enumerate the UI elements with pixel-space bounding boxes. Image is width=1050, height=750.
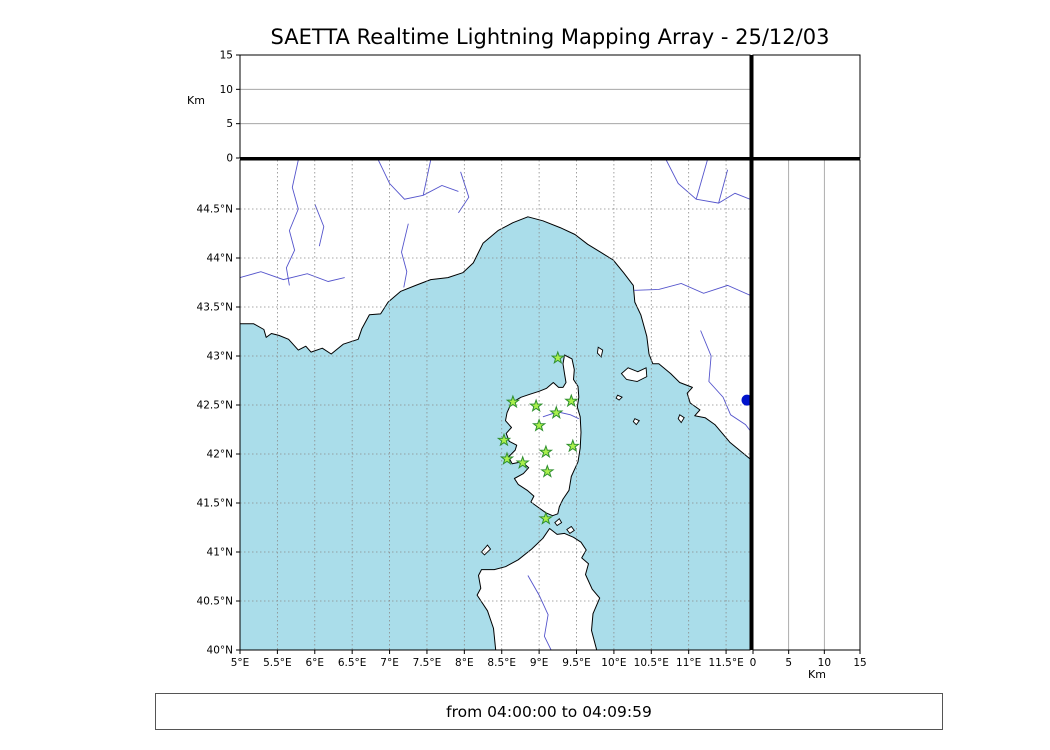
station-marker xyxy=(538,511,554,525)
coastline-corsica xyxy=(505,354,582,517)
lat-tick-label: 40.5°N xyxy=(197,596,233,608)
altitude-tick-label: 15 xyxy=(853,657,866,669)
island xyxy=(677,414,685,424)
river xyxy=(542,411,579,420)
lat-tick-label: 43.5°N xyxy=(197,302,233,314)
station-marker xyxy=(531,418,547,432)
km-axis-label-right: Km xyxy=(808,668,826,681)
river xyxy=(314,203,325,247)
river xyxy=(695,160,708,200)
lat-tick-label: 42°N xyxy=(207,449,233,461)
lon-tick-label: 6.5°E xyxy=(338,657,367,669)
lon-tick-label: 8.5°E xyxy=(487,657,516,669)
altitude-tick-label: 5 xyxy=(226,118,233,130)
island xyxy=(632,418,641,426)
map-panel xyxy=(240,160,750,650)
altitude-tick-label: 0 xyxy=(226,153,233,165)
lon-tick-label: 5.5°E xyxy=(263,657,292,669)
river xyxy=(285,160,299,286)
station-marker xyxy=(515,455,530,469)
river xyxy=(377,160,459,200)
river xyxy=(422,160,432,196)
map-gridlines xyxy=(240,160,750,650)
station-marker xyxy=(496,432,512,447)
time-range-box: from 04:00:00 to 04:09:59 xyxy=(155,693,943,730)
river xyxy=(634,283,750,296)
station-marker xyxy=(499,451,515,466)
altitude-tick-label: 10 xyxy=(220,84,233,96)
axis-labels: 5°E 5.5°E 6°E 6.5°E 7°E 7.5°E 8°E 8.5°E 9°E 9.5°E… xyxy=(187,50,867,682)
corner-panel xyxy=(752,54,861,159)
lon-tick-label: 10.5°E xyxy=(634,657,669,669)
station-marker xyxy=(549,405,564,419)
altitude-tick-label: 15 xyxy=(220,50,233,62)
station-marker xyxy=(505,394,521,409)
altitude-tick-label: 0 xyxy=(750,657,757,669)
stations-group xyxy=(496,350,580,525)
island xyxy=(615,394,623,401)
station-marker xyxy=(550,350,565,365)
river xyxy=(527,575,552,650)
right-altitude-panel xyxy=(752,159,861,651)
island xyxy=(596,346,604,358)
lon-tick-label: 10°E xyxy=(601,657,626,669)
river xyxy=(700,330,750,431)
island xyxy=(566,525,575,535)
lat-tick-label: 44°N xyxy=(207,253,233,265)
coastline-mainland xyxy=(240,160,750,460)
lon-tick-label: 5°E xyxy=(231,657,250,669)
station-marker xyxy=(528,398,544,413)
lat-tick-label: 42.5°N xyxy=(197,400,233,412)
river xyxy=(240,271,345,282)
lon-tick-label: 11°E xyxy=(676,657,701,669)
lat-tick-label: 44.5°N xyxy=(197,204,233,216)
altitude-tick-label: 10 xyxy=(818,657,831,669)
altitude-tick-label: 5 xyxy=(785,657,792,669)
station-marker xyxy=(564,393,579,408)
island xyxy=(554,518,563,527)
lon-tick-label: 7.5°E xyxy=(413,657,442,669)
event-dot xyxy=(741,394,750,406)
lat-tick-label: 40°N xyxy=(207,645,233,657)
lon-tick-label: 9.5°E xyxy=(562,657,591,669)
river xyxy=(718,169,729,204)
station-marker xyxy=(565,438,580,453)
lon-tick-label: 7°E xyxy=(380,657,399,669)
lat-tick-label: 43°N xyxy=(207,351,233,363)
station-marker xyxy=(538,444,554,459)
lon-tick-label: 11.5°E xyxy=(708,657,743,669)
km-axis-label-top: Km xyxy=(187,94,205,107)
lon-tick-label: 8°E xyxy=(455,657,474,669)
lat-tick-label: 41.5°N xyxy=(197,498,233,510)
page-title: SAETTA Realtime Lightning Mapping Array … xyxy=(270,25,830,49)
top-altitude-panel xyxy=(239,54,751,159)
station-marker xyxy=(540,464,555,478)
river xyxy=(401,223,409,288)
time-range-text: from 04:00:00 to 04:09:59 xyxy=(446,702,652,721)
island xyxy=(480,544,492,556)
island xyxy=(620,367,648,382)
lon-tick-label: 6°E xyxy=(305,657,324,669)
lat-tick-label: 41°N xyxy=(207,547,233,559)
river xyxy=(458,171,470,214)
coastline-sardinia xyxy=(476,528,601,650)
river xyxy=(665,160,750,204)
lon-tick-label: 9°E xyxy=(530,657,549,669)
